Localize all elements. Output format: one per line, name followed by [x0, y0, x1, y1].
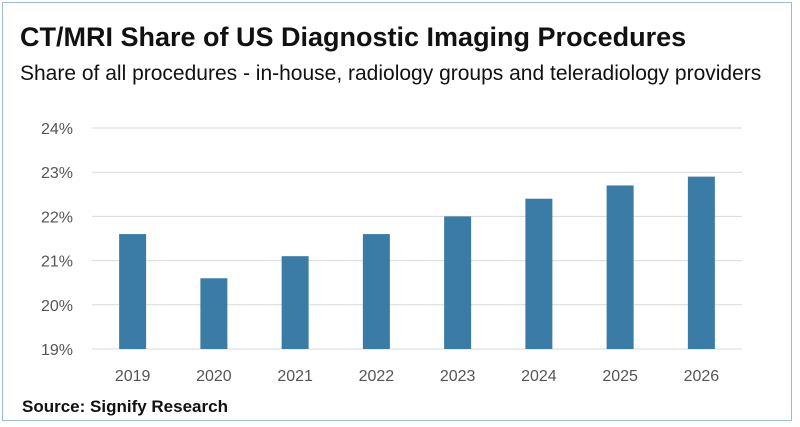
- bar-2023: [444, 216, 472, 349]
- bar-2025: [606, 185, 634, 349]
- bar-2024: [525, 198, 553, 349]
- x-tick-label: 2025: [602, 368, 638, 385]
- x-tick-label: 2022: [359, 368, 395, 385]
- y-tick-label: 20%: [41, 298, 73, 315]
- x-tick-label: 2020: [196, 368, 232, 385]
- source-note: Source: Signify Research: [22, 397, 228, 416]
- y-tick-label: 19%: [41, 342, 73, 359]
- bar-2020: [200, 278, 228, 349]
- y-tick-label: 22%: [41, 209, 73, 226]
- bar-2019: [119, 234, 147, 349]
- bar-2022: [362, 234, 390, 349]
- chart-subtitle: Share of all procedures - in-house, radi…: [20, 62, 762, 85]
- x-tick-label: 2023: [440, 368, 476, 385]
- chart-title: CT/MRI Share of US Diagnostic Imaging Pr…: [20, 22, 687, 52]
- x-tick-label: 2026: [684, 368, 720, 385]
- x-tick-label: 2021: [277, 368, 313, 385]
- y-tick-label: 23%: [41, 165, 73, 182]
- x-tick-label: 2019: [115, 368, 151, 385]
- bar-2026: [687, 176, 715, 349]
- bar-2021: [281, 256, 309, 349]
- y-tick-label: 21%: [41, 254, 73, 271]
- chart-frame: [2, 2, 792, 421]
- x-tick-label: 2024: [521, 368, 557, 385]
- y-tick-label: 24%: [41, 121, 73, 138]
